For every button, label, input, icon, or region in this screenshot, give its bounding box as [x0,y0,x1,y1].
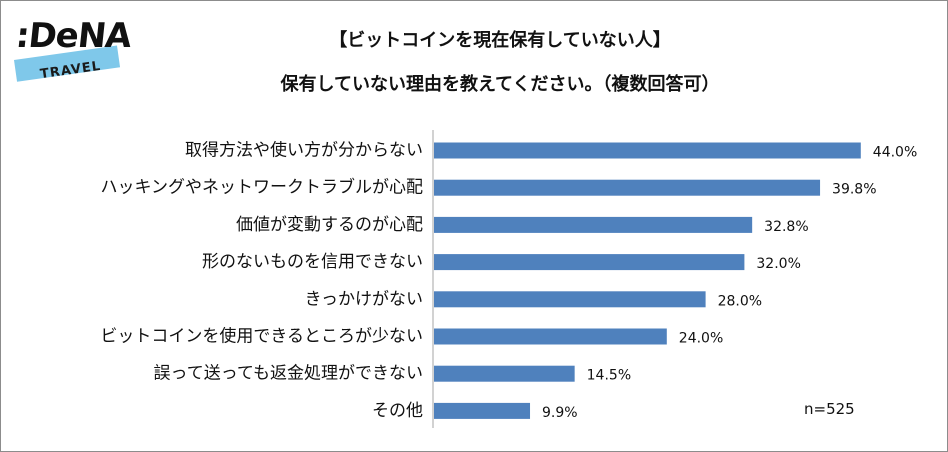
data-label: 14.5% [587,368,631,384]
category-label: 形のないものを信用できない [202,252,423,272]
category-label: 誤って送っても返金処理ができない [154,364,423,384]
bar [434,328,667,345]
data-label: 39.8% [832,182,876,198]
data-label: 24.0% [679,331,723,347]
category-label: ハッキングやネットワークトラブルが心配 [101,177,424,198]
bar [434,365,575,382]
bar [434,254,745,271]
bar [434,216,753,233]
bar [434,179,821,196]
data-label: 9.9% [542,405,578,421]
chart-title-line1: 【ビットコインを現在保有していない人】 [329,30,671,51]
category-label: きっかけがない [305,289,423,309]
data-label: 32.8% [764,219,808,235]
bar [434,142,861,159]
data-label: 28.0% [718,293,762,309]
category-label: 価値が変動するのが心配 [236,215,423,235]
chart-title-line2: 保有していない理由を教えてください。（複数回答可） [280,74,720,95]
bar [434,402,531,419]
sample-size-note: n=525 [804,400,855,418]
bar [434,291,706,308]
category-label: その他 [372,401,423,421]
category-label: 取得方法や使い方が分からない [185,140,423,161]
data-label: 32.0% [756,256,800,272]
category-label: ビットコインを使用できるところが少ない [100,326,423,347]
data-label: 44.0% [873,145,917,161]
